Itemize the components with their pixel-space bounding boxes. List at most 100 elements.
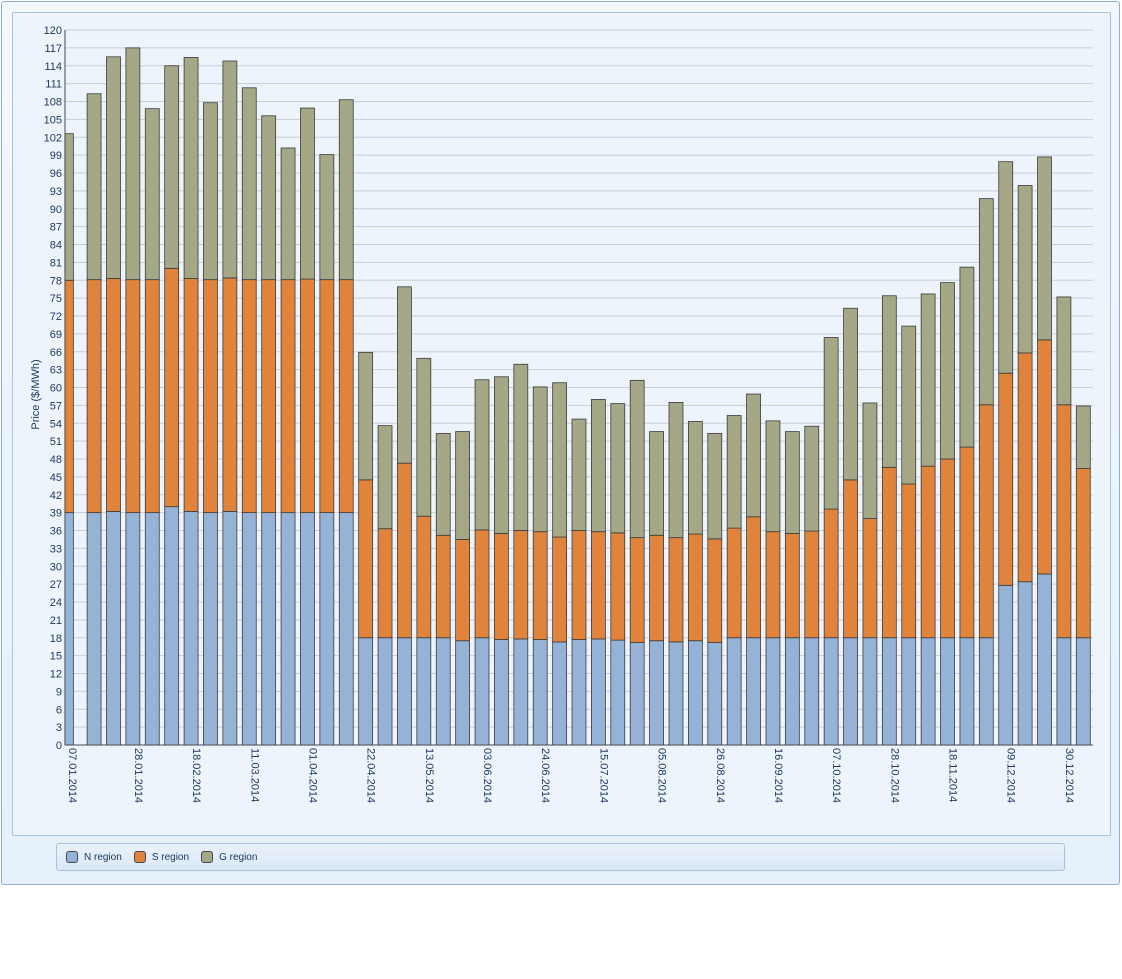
bar-s-region: [164, 267, 180, 508]
bar-g-region: [610, 403, 626, 534]
bar-n-region: [978, 637, 994, 746]
bar-n-region: [668, 641, 684, 746]
bar-n-region: [959, 637, 975, 746]
y-tick-label: 15: [50, 651, 62, 663]
bar-g-region: [397, 286, 412, 464]
bar-g-region: [494, 376, 509, 534]
bar-s-region: [920, 465, 936, 639]
legend-swatch-s-region: [133, 851, 146, 863]
bar-g-region: [940, 282, 955, 460]
bar-n-region: [222, 511, 238, 746]
bar-n-region: [1056, 637, 1072, 746]
bar-n-region: [629, 642, 645, 746]
y-tick-label: 30: [50, 561, 62, 573]
bar-n-region: [901, 637, 917, 746]
bar-g-region: [823, 337, 839, 510]
bar-g-region: [144, 108, 160, 281]
bar-g-region: [1017, 185, 1033, 354]
bar-g-region: [1075, 405, 1091, 469]
bar-g-region: [804, 425, 820, 532]
x-tick-label: 07.01.2014: [66, 748, 78, 803]
bar-s-region: [474, 529, 490, 639]
bar-s-region: [319, 279, 335, 514]
bar-g-region: [513, 363, 529, 531]
bar-g-region: [843, 307, 858, 481]
bar-g-region: [377, 425, 393, 530]
legend-swatch-g-region: [201, 851, 214, 863]
bar-n-region: [125, 512, 141, 746]
bar-n-region: [998, 584, 1014, 746]
bar-n-region: [765, 637, 781, 746]
bar-g-region: [668, 401, 684, 539]
y-tick-label: 48: [50, 454, 62, 466]
y-axis-title: Price ($/MWh): [30, 359, 42, 429]
bar-g-region: [881, 295, 897, 468]
stacked-bar-chart: 0369121518212427303336394245485154576063…: [30, 25, 1093, 803]
bar-g-region: [125, 47, 141, 281]
y-tick-label: 105: [44, 114, 62, 126]
bar-g-region: [571, 418, 587, 531]
x-tick-label: 22.04.2014: [365, 748, 377, 803]
bar-g-region: [455, 431, 471, 540]
bar-g-region: [416, 357, 432, 517]
legend: N region S region G region: [56, 843, 1065, 871]
y-tick-label: 99: [50, 150, 62, 162]
bar-n-region: [455, 640, 471, 746]
y-tick-label: 114: [44, 61, 62, 73]
bar-g-region: [280, 147, 296, 281]
x-tick-label: 16.09.2014: [772, 748, 784, 803]
x-tick-label: 15.07.2014: [597, 748, 609, 803]
bar-n-region: [494, 639, 509, 746]
y-tick-label: 69: [50, 329, 62, 341]
x-tick-label: 30.12.2014: [1063, 748, 1075, 803]
bar-s-region: [552, 536, 567, 643]
y-tick-label: 60: [50, 383, 62, 395]
y-tick-label: 12: [50, 669, 62, 681]
bar-g-region: [687, 421, 703, 535]
bar-g-region: [765, 420, 781, 533]
y-tick-label: 78: [50, 275, 62, 287]
bar-n-region: [203, 512, 218, 746]
bar-s-region: [513, 530, 529, 640]
bar-s-region: [784, 533, 800, 639]
y-tick-label: 102: [44, 132, 62, 144]
legend-item-n-region: N region: [66, 851, 122, 863]
bar-s-region: [765, 531, 781, 639]
bar-s-region: [1037, 339, 1052, 575]
bar-n-region: [183, 511, 199, 746]
bar-g-region: [435, 432, 451, 536]
bar-s-region: [106, 278, 121, 512]
bar-s-region: [222, 277, 238, 512]
bar-n-region: [1037, 573, 1052, 746]
bar-s-region: [377, 528, 393, 639]
bar-g-region: [203, 102, 218, 281]
bar-s-region: [998, 372, 1014, 586]
y-tick-label: 39: [50, 508, 62, 520]
y-tick-label: 33: [50, 543, 62, 555]
bar-n-region: [358, 637, 374, 746]
bar-s-region: [416, 515, 432, 639]
y-tick-label: 57: [50, 400, 62, 412]
y-tick-label: 108: [44, 97, 62, 109]
bar-g-region: [106, 56, 121, 279]
bar-s-region: [300, 278, 315, 514]
bar-g-region: [358, 351, 374, 481]
bar-g-region: [629, 379, 645, 539]
y-tick-label: 87: [50, 222, 62, 234]
bar-n-region: [300, 512, 315, 746]
y-tick-label: 9: [56, 686, 62, 698]
bar-s-region: [843, 479, 858, 639]
bar-n-region: [144, 512, 160, 746]
y-tick-label: 27: [50, 579, 62, 591]
bar-s-region: [144, 279, 160, 514]
bar-s-region: [978, 404, 994, 639]
bar-n-region: [881, 637, 897, 746]
bar-s-region: [1075, 468, 1091, 639]
bar-s-region: [649, 534, 664, 642]
bar-s-region: [629, 537, 645, 643]
y-tick-label: 6: [56, 704, 62, 716]
bar-n-region: [319, 512, 335, 746]
bar-n-region: [687, 640, 703, 746]
legend-label-s-region: S region: [151, 851, 190, 863]
bar-n-region: [940, 637, 955, 746]
